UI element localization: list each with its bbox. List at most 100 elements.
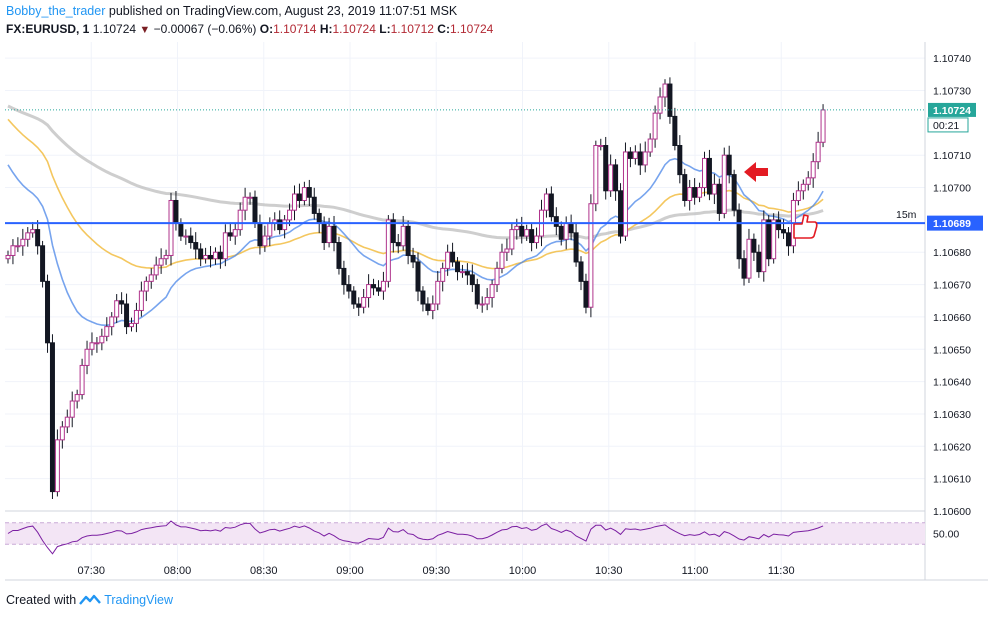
candle-body xyxy=(455,261,461,273)
tradingview-logo-icon xyxy=(79,594,102,605)
candle-body xyxy=(489,284,495,299)
candle-body xyxy=(79,364,85,396)
author-link[interactable]: Bobby_the_trader xyxy=(6,4,106,18)
candle-body xyxy=(795,190,801,201)
candle-body xyxy=(716,183,722,214)
candle-body xyxy=(45,280,51,344)
candle-body xyxy=(494,267,500,286)
candle-body xyxy=(435,280,441,305)
close-label: C: xyxy=(437,22,450,36)
candle-body xyxy=(153,264,159,276)
price-tick-label: 1.10600 xyxy=(933,506,971,518)
candle-body xyxy=(405,225,411,256)
low-label: L: xyxy=(379,22,391,36)
down-triangle-icon: ▼ xyxy=(139,24,151,36)
candle-body xyxy=(771,219,777,260)
publisher-line: Bobby_the_trader published on TradingVie… xyxy=(6,4,457,18)
candle-body xyxy=(509,229,515,250)
time-tick-label: 11:30 xyxy=(768,565,795,577)
candle-body xyxy=(346,284,352,292)
candle-body xyxy=(287,209,293,221)
candle-body xyxy=(336,242,342,269)
candle-body xyxy=(805,177,811,185)
candle-body xyxy=(311,196,317,214)
price-tick-label: 1.10620 xyxy=(933,441,971,453)
candle-body xyxy=(598,145,604,148)
time-tick-label: 09:00 xyxy=(336,565,364,577)
tradingview-brand-link[interactable]: TradingView xyxy=(104,593,173,607)
candle-body xyxy=(588,203,594,308)
candle-body xyxy=(30,229,36,234)
bar-countdown: 00:21 xyxy=(933,120,959,132)
candle-body xyxy=(133,309,139,324)
candle-body xyxy=(124,303,130,328)
rsi-line xyxy=(7,520,824,555)
candle-body xyxy=(385,219,391,282)
grid-lines xyxy=(5,42,925,580)
time-axis-labels: 07:30 08:00 08:30 09:00 09:30 10:00 10:30 11:00… xyxy=(77,565,794,577)
symbol-label[interactable]: FX:EURUSD, 1 xyxy=(6,22,90,36)
candle-body xyxy=(687,187,693,201)
thumb-shape xyxy=(793,214,818,239)
candle-body xyxy=(469,274,475,286)
arrow-shape xyxy=(744,162,768,182)
candle-body xyxy=(667,83,673,117)
candle-body xyxy=(706,157,712,195)
time-tick-label: 08:00 xyxy=(164,565,192,577)
candle-body xyxy=(415,261,421,292)
candle-body xyxy=(726,154,732,176)
candle-body xyxy=(430,303,436,311)
candle-body xyxy=(282,219,288,231)
candle-body xyxy=(820,109,826,143)
candle-body xyxy=(741,258,747,279)
price-tick-label: 1.10660 xyxy=(933,312,971,324)
hline-price-tag: 1.10689 xyxy=(927,215,983,231)
open-value: 1.10714 xyxy=(273,22,317,36)
candle-body xyxy=(776,219,782,231)
ma-slow-line xyxy=(7,104,824,240)
candle-body xyxy=(548,193,554,218)
candle-body xyxy=(810,161,816,179)
candle-body xyxy=(40,245,46,282)
candle-body xyxy=(168,199,174,256)
candle-body xyxy=(217,251,223,260)
candle-body xyxy=(756,251,762,273)
candle-body xyxy=(20,238,26,247)
candle-body xyxy=(114,300,120,318)
candle-body xyxy=(553,216,559,227)
thumbs-up-icon[interactable] xyxy=(793,214,818,239)
last-price: 1.10724 xyxy=(92,22,137,36)
candle-body xyxy=(301,187,307,201)
candle-body xyxy=(524,229,530,237)
candle-body xyxy=(203,254,209,260)
candle-body xyxy=(326,225,332,244)
time-tick-label: 08:30 xyxy=(250,565,278,577)
candle-body xyxy=(395,242,401,247)
candle-body xyxy=(578,261,584,282)
candle-body xyxy=(252,196,258,224)
candle-body xyxy=(306,187,312,198)
candle-body xyxy=(59,426,65,441)
candle-body xyxy=(227,232,233,237)
left-arrow-icon[interactable] xyxy=(744,162,768,182)
candle-body xyxy=(484,297,490,305)
candle-body xyxy=(721,154,727,214)
price-change: −0.00067 (−0.06%) xyxy=(153,22,257,36)
candle-body xyxy=(138,290,144,311)
candle-body xyxy=(99,335,105,344)
candle-body xyxy=(316,212,322,224)
candle-body xyxy=(593,145,599,205)
candle-body xyxy=(5,254,11,260)
candle-body xyxy=(672,115,678,147)
price-tick-label: 1.10700 xyxy=(933,183,971,195)
candle-body xyxy=(499,251,505,269)
candle-body xyxy=(148,274,154,282)
candle-body xyxy=(173,199,179,224)
horizontal-line-1-10689[interactable]: 15m xyxy=(5,209,925,225)
candle-body xyxy=(247,196,253,199)
candle-body xyxy=(697,187,703,198)
candle-body xyxy=(464,271,470,276)
time-tick-label: 07:30 xyxy=(77,565,105,577)
candle-body xyxy=(49,342,55,493)
